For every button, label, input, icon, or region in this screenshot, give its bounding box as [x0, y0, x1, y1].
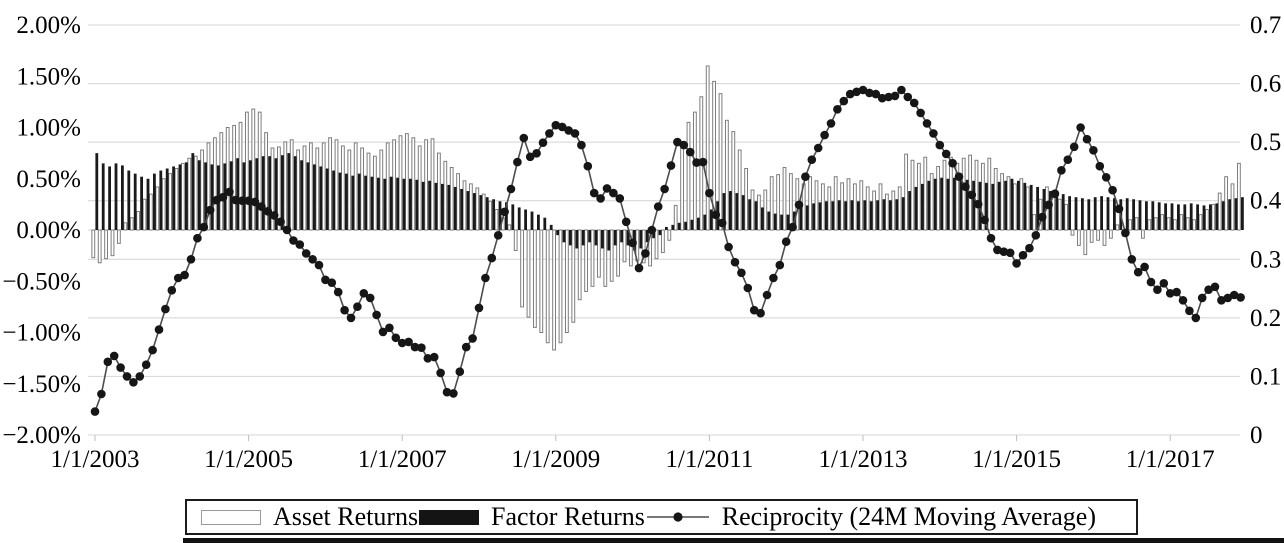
factor-bars-series — [95, 153, 1244, 251]
x-axis-labels: 1/1/2003 1/1/2005 1/1/2007 1/1/2009 1/1/2011… — [51, 446, 1215, 473]
svg-text:0.7: 0.7 — [1250, 12, 1281, 39]
factor-returns-swatch-icon — [419, 509, 480, 525]
x-axis-ticks — [94, 435, 1171, 441]
legend-label-factor-returns: Factor Returns — [491, 502, 645, 531]
svg-text:1/1/2015: 1/1/2015 — [972, 446, 1061, 473]
svg-text:0.50%: 0.50% — [16, 166, 81, 193]
svg-text:1/1/2005: 1/1/2005 — [204, 446, 293, 473]
svg-text:−0.50%: −0.50% — [2, 268, 81, 295]
svg-text:1/1/2003: 1/1/2003 — [51, 446, 140, 473]
legend-item-factor-returns: Factor Returns — [419, 504, 645, 530]
svg-text:1/1/2017: 1/1/2017 — [1126, 446, 1215, 473]
svg-text:1.50%: 1.50% — [16, 63, 81, 90]
svg-text:0.6: 0.6 — [1250, 71, 1281, 98]
svg-text:1/1/2009: 1/1/2009 — [511, 446, 600, 473]
y-axis-right-labels: 0.7 0.6 0.5 0.4 0.3 0.2 0.1 0 — [1250, 12, 1282, 449]
svg-text:1/1/2013: 1/1/2013 — [819, 446, 908, 473]
legend-item-reciprocity: Reciprocity (24M Moving Average) — [646, 504, 1096, 530]
legend-label-reciprocity: Reciprocity (24M Moving Average) — [721, 502, 1096, 531]
asset-bars-series — [91, 65, 1241, 351]
svg-text:0.00%: 0.00% — [16, 217, 81, 244]
svg-text:1/1/2007: 1/1/2007 — [358, 446, 447, 473]
svg-text:0.5: 0.5 — [1250, 129, 1281, 156]
legend-item-asset-returns: Asset Returns — [201, 504, 418, 530]
bottom-rule — [183, 538, 1284, 543]
svg-text:0.1: 0.1 — [1250, 363, 1281, 390]
svg-text:−1.00%: −1.00% — [2, 320, 81, 347]
reciprocity-line-series — [90, 85, 1245, 416]
svg-text:−1.50%: −1.50% — [2, 371, 81, 398]
svg-text:0.3: 0.3 — [1250, 246, 1281, 273]
legend-label-asset-returns: Asset Returns — [273, 502, 419, 531]
svg-text:0: 0 — [1250, 422, 1263, 449]
svg-text:1/1/2011: 1/1/2011 — [665, 446, 753, 473]
svg-text:2.00%: 2.00% — [16, 12, 81, 39]
svg-text:0.2: 0.2 — [1250, 305, 1281, 332]
reciprocity-line-marker-icon — [646, 512, 709, 522]
svg-text:−2.00%: −2.00% — [2, 422, 81, 449]
y-axis-left-labels: 2.00% 1.50% 1.00% 0.50% 0.00% −0.50% −1.00% −1.… — [2, 12, 81, 449]
chart-legend: Asset Returns Factor Returns Reciprocity… — [185, 499, 1138, 535]
asset-returns-swatch-icon — [201, 509, 261, 525]
svg-text:1.00%: 1.00% — [16, 115, 81, 142]
svg-text:0.4: 0.4 — [1250, 188, 1282, 215]
